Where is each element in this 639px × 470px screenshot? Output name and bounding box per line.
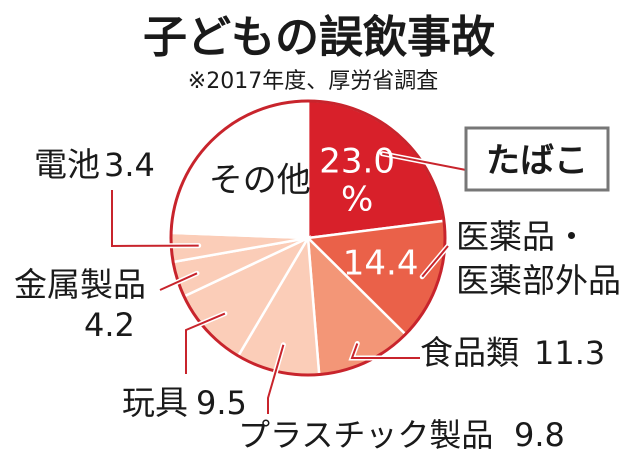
chart-subtitle: ※2017年度、厚労省調査 xyxy=(188,69,438,94)
slice-label-plastic: プラスチック製品 xyxy=(238,416,493,454)
slice-value-toy: 9.5 xyxy=(196,384,247,422)
pie-outline xyxy=(169,99,447,377)
slice-label-tobacco: たばこ xyxy=(486,141,588,181)
slice-value-medicine: 14.4 xyxy=(343,244,419,284)
slice-label-toy: 玩具 xyxy=(122,383,188,422)
slice-label-metal: 金属製品 xyxy=(14,265,146,304)
slice-label-food: 食品類 xyxy=(420,333,519,372)
leader-food xyxy=(350,343,420,359)
leader-metal xyxy=(159,272,198,291)
leader-lines xyxy=(109,151,469,417)
slice-value-metal: 4.2 xyxy=(84,306,135,344)
leader-medicine xyxy=(421,245,449,278)
slice-label-medicine-line2: 医薬部外品 xyxy=(456,261,621,300)
slice-value-plastic: 9.8 xyxy=(514,416,565,454)
slice-label-battery: 電池 xyxy=(34,145,100,184)
leader-tobacco xyxy=(382,152,467,171)
tobacco-label-box xyxy=(464,126,610,192)
leader-plastic xyxy=(267,344,285,414)
slice-unit-tobacco: % xyxy=(341,180,373,220)
slice-value-battery: 3.4 xyxy=(104,146,155,184)
chart-title: 子どもの誤飲事故 xyxy=(143,12,495,63)
slice-label-other: その他 xyxy=(209,161,311,201)
leader-toy xyxy=(185,312,226,374)
slice-value-food: 11.3 xyxy=(534,334,605,372)
leader-battery xyxy=(111,190,199,248)
slice-label-medicine-line1: 医薬品・ xyxy=(456,217,588,256)
pie-slices xyxy=(169,99,447,377)
slice-value-tobacco: 23.0 xyxy=(319,142,395,182)
